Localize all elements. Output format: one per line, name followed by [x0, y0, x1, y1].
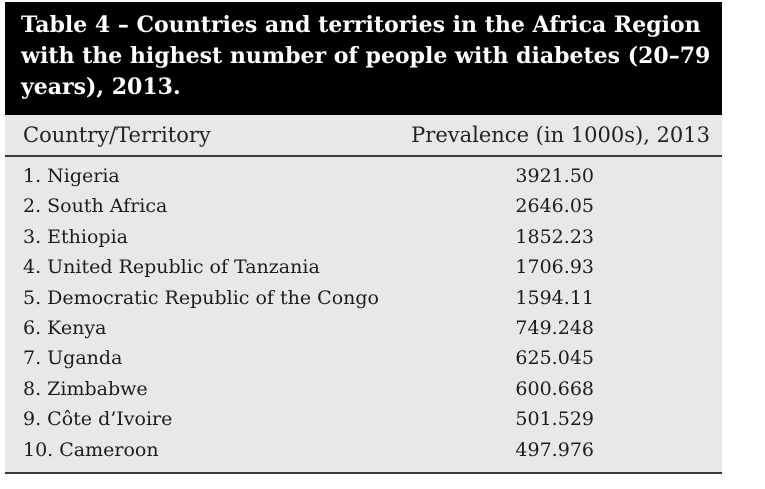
country-cell: 6. Kenya	[23, 316, 107, 339]
country-cell: 5. Democratic Republic of the Congo	[23, 286, 379, 309]
table-row: 3. Ethiopia 1852.23	[5, 223, 722, 253]
prevalence-cell: 501.529	[515, 408, 594, 431]
table-row: 9. Côte d’Ivoire 501.529	[5, 405, 722, 435]
data-table: Table 4 – Countries and territories in t…	[5, 2, 722, 474]
country-cell: 1. Nigeria	[23, 165, 120, 187]
bottom-rule	[5, 471, 722, 474]
prevalence-cell: 1594.11	[515, 286, 594, 309]
table-header: Country/Territory Prevalence (in 1000s),…	[5, 115, 722, 157]
country-cell: 8. Zimbabwe	[23, 377, 148, 400]
table-row: 7. Uganda 625.045	[5, 344, 722, 374]
table-row: 8. Zimbabwe 600.668	[5, 375, 722, 405]
prevalence-cell: 497.976	[515, 438, 594, 461]
column-header-country: Country/Territory	[23, 123, 211, 147]
table-row: 2. South Africa 2646.05	[5, 192, 722, 222]
table-row: 4. United Republic of Tanzania 1706.93	[5, 253, 722, 283]
table-title: Table 4 – Countries and territories in t…	[5, 2, 722, 115]
country-cell: 3. Ethiopia	[23, 225, 128, 248]
country-cell: 2. South Africa	[23, 195, 168, 218]
column-header-prevalence: Prevalence (in 1000s), 2013	[411, 123, 710, 147]
table-row: 5. Democratic Republic of the Congo 1594.…	[5, 284, 722, 314]
prevalence-cell: 749.248	[515, 316, 594, 339]
country-cell: 4. United Republic of Tanzania	[23, 256, 320, 279]
table-body: 1. Nigeria 3921.50 2. South Africa 2646.05 3…	[5, 157, 722, 472]
country-cell: 7. Uganda	[23, 347, 123, 370]
table-row: 1. Nigeria 3921.50	[5, 162, 722, 192]
prevalence-cell: 625.045	[515, 347, 594, 370]
country-cell: 10. Cameroon	[23, 438, 159, 461]
prevalence-cell: 600.668	[515, 377, 594, 400]
prevalence-cell: 1706.93	[515, 256, 594, 279]
prevalence-cell: 3921.50	[515, 165, 594, 187]
table-row: 10. Cameroon 497.976	[5, 436, 722, 466]
prevalence-cell: 2646.05	[515, 195, 594, 218]
prevalence-cell: 1852.23	[515, 225, 594, 248]
table-row: 6. Kenya 749.248	[5, 314, 722, 344]
country-cell: 9. Côte d’Ivoire	[23, 408, 173, 431]
